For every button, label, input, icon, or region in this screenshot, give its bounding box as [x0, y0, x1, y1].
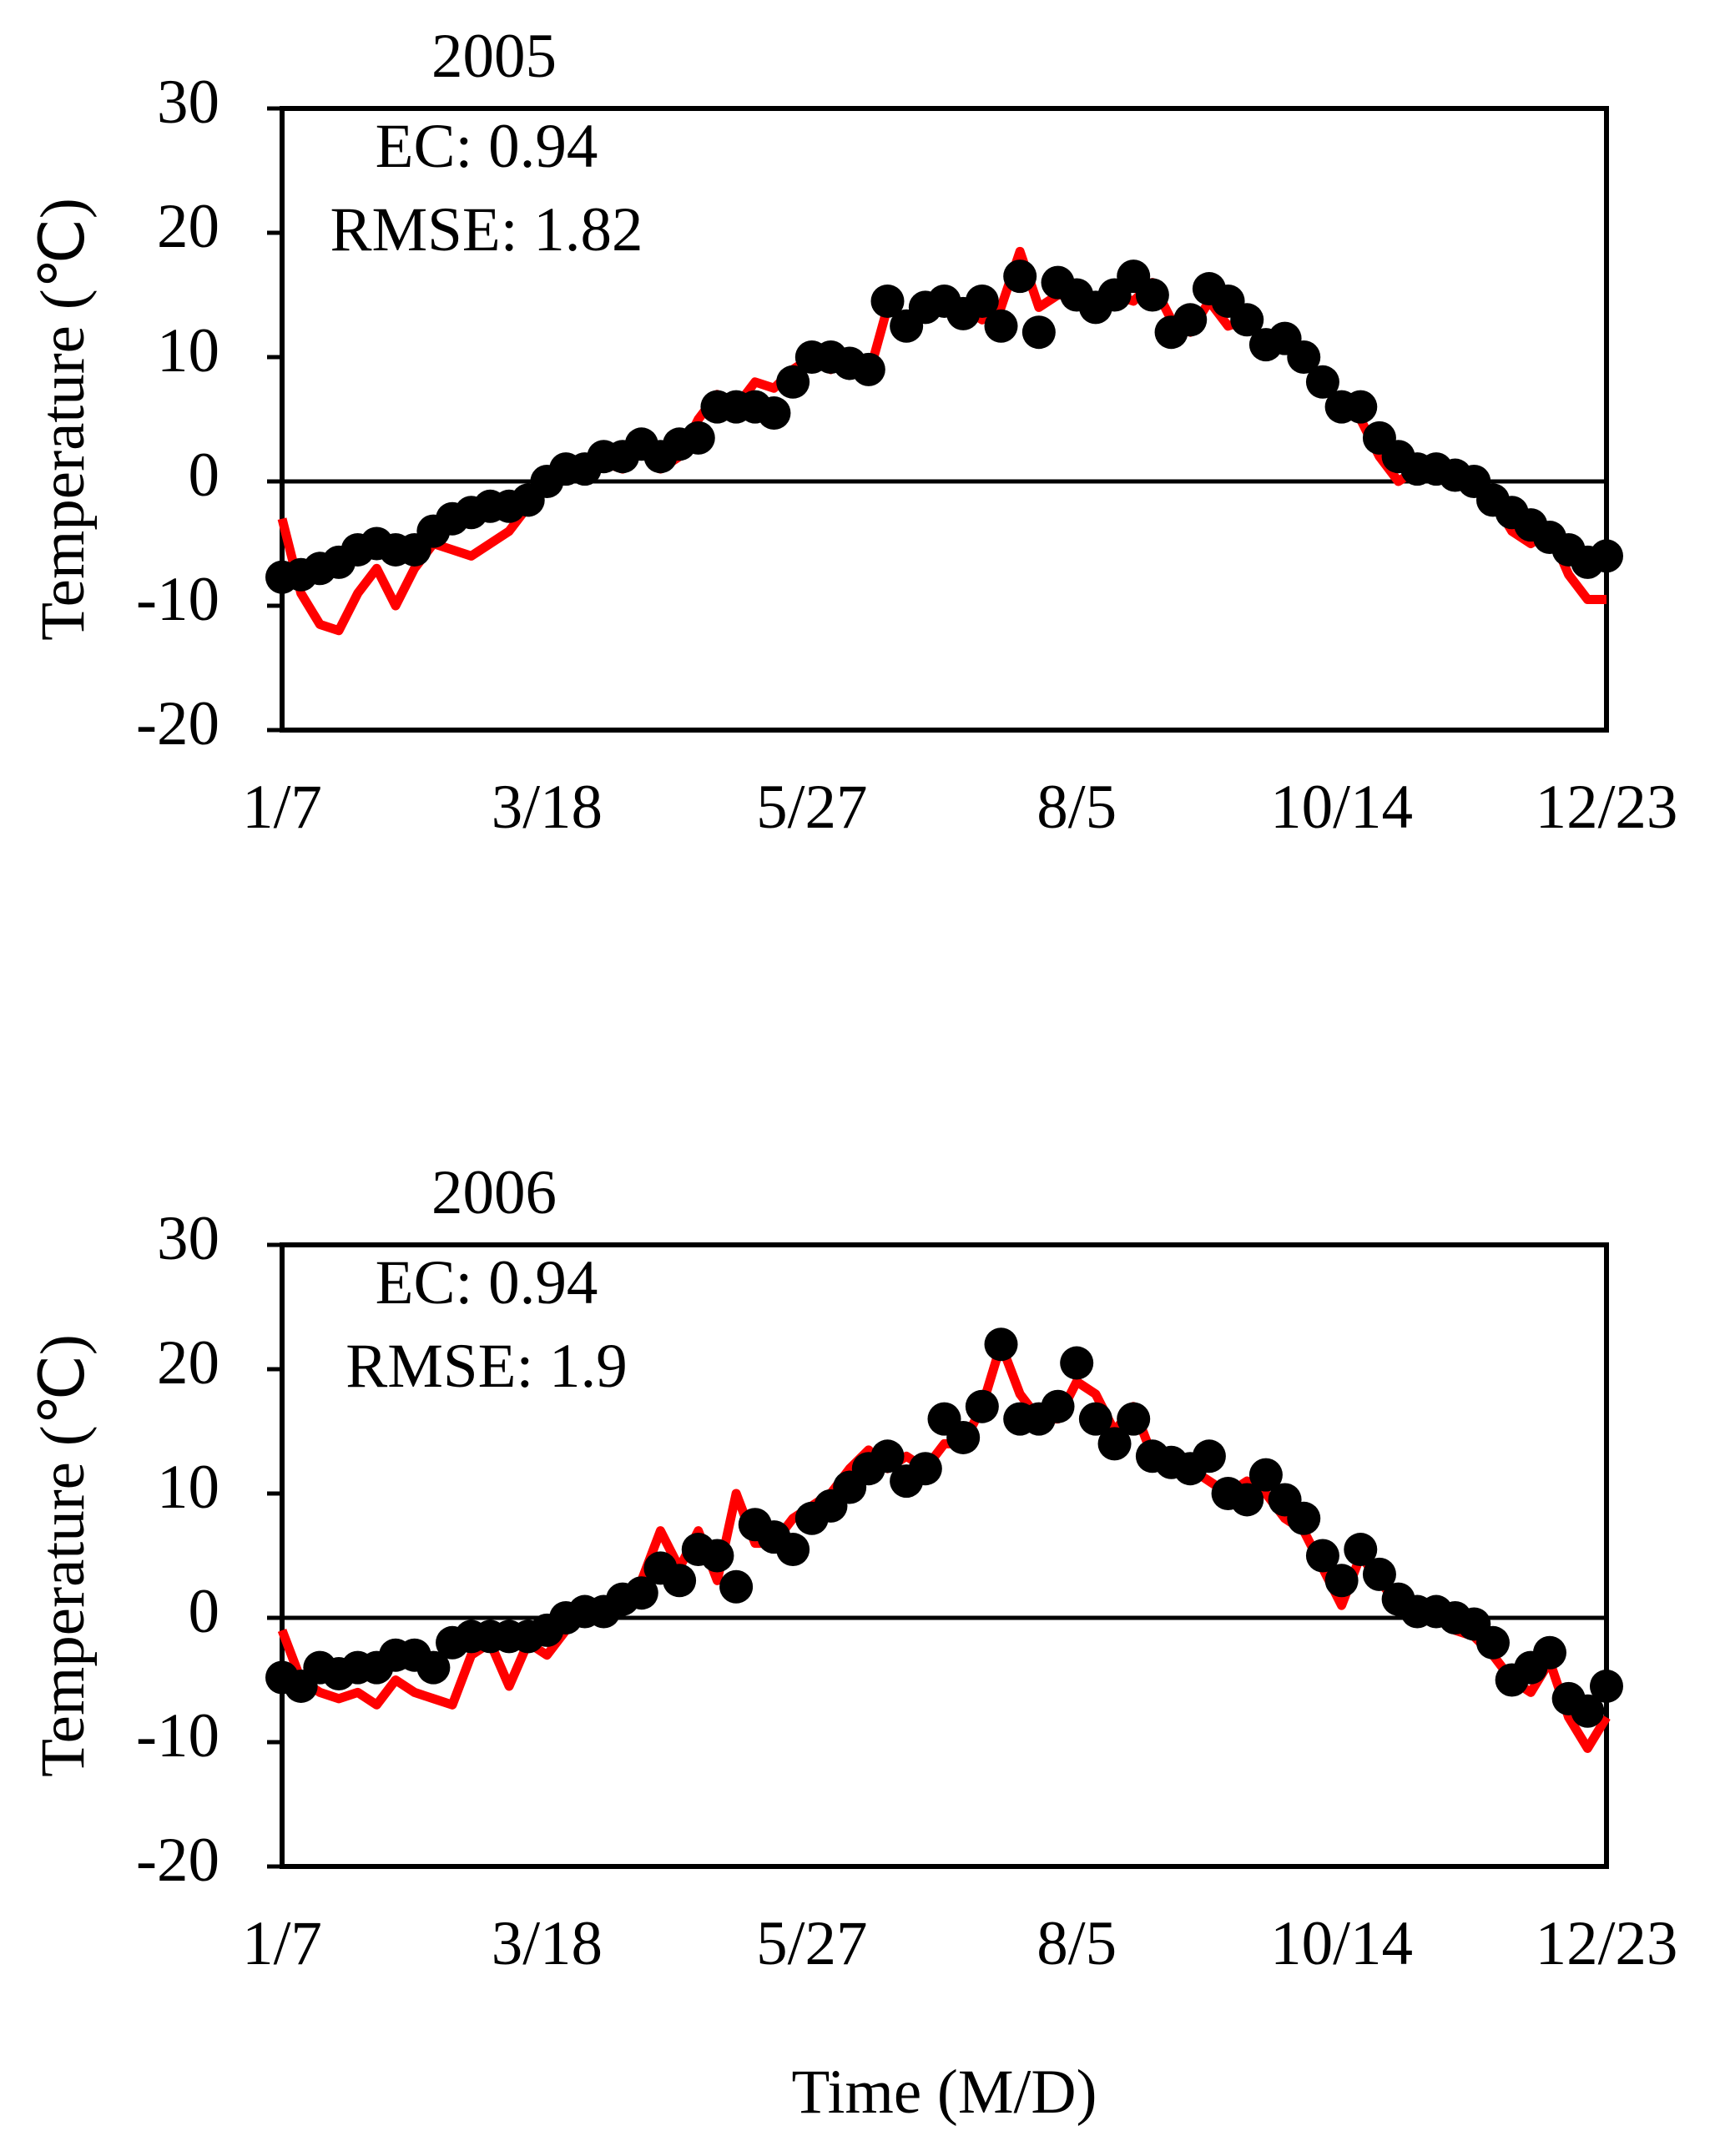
x-tick-label: 8/5 — [1037, 773, 1117, 842]
y-tick-label: -20 — [136, 689, 219, 758]
observed-point — [1230, 1483, 1264, 1517]
observed-point — [681, 421, 715, 455]
observed-point — [870, 284, 905, 318]
observed-point — [1041, 1389, 1075, 1423]
annotation: EC: 0.94 — [376, 1248, 598, 1317]
observed-point — [1305, 365, 1339, 399]
observed-point — [1135, 278, 1169, 312]
observed-point — [984, 1327, 1018, 1362]
x-tick-label: 12/23 — [1536, 1909, 1678, 1978]
observed-point — [719, 1569, 754, 1604]
observed-point — [1097, 1427, 1132, 1461]
x-tick-label: 5/27 — [756, 773, 867, 842]
observed-point — [700, 1539, 734, 1573]
observed-point — [965, 284, 999, 318]
observed-point — [776, 365, 810, 399]
observed-point — [1078, 1402, 1112, 1436]
observed-point — [416, 1650, 451, 1685]
observed-point — [1060, 1346, 1094, 1380]
y-tick-label: 0 — [189, 441, 220, 510]
y-tick-label: 0 — [189, 1577, 220, 1646]
observed-point — [1287, 340, 1321, 374]
observed-point — [1248, 1458, 1283, 1492]
x-tick-label: 12/23 — [1536, 773, 1678, 842]
observed-point — [1532, 1635, 1566, 1670]
observed-point — [1324, 1564, 1359, 1598]
observed-point — [1117, 1402, 1151, 1436]
observed-point — [1362, 1557, 1396, 1591]
x-tick-label: 8/5 — [1037, 1909, 1117, 1978]
observed-point — [1571, 1694, 1605, 1728]
observed-point — [1590, 539, 1623, 573]
observed-point — [1021, 315, 1056, 350]
x-tick-label: 3/18 — [492, 1909, 603, 1978]
x-tick-label: 3/18 — [492, 773, 603, 842]
observed-point — [1230, 303, 1264, 337]
observed-point — [1344, 1533, 1378, 1567]
observed-point — [757, 396, 791, 431]
observed-point — [776, 1533, 810, 1567]
observed-point — [965, 1389, 999, 1423]
x-axis-label: Time (M/D) — [791, 2058, 1097, 2127]
y-tick-label: -10 — [136, 1701, 219, 1771]
observed-point — [984, 309, 1018, 343]
observed-point — [624, 1576, 658, 1610]
y-tick-label: -20 — [136, 1826, 219, 1895]
y-tick-label: 20 — [157, 1328, 219, 1398]
x-tick-label: 10/14 — [1270, 773, 1413, 842]
annotation: RMSE: 1.82 — [330, 195, 643, 264]
y-tick-label: -10 — [136, 565, 219, 634]
plot-frame — [280, 106, 1609, 733]
chart-title: 2005 — [431, 22, 557, 91]
y-axis-label: Temperature (℃) — [28, 1334, 98, 1777]
observed-point — [851, 352, 885, 386]
y-tick-label: 30 — [157, 68, 219, 137]
chart-title: 2006 — [431, 1158, 557, 1227]
plot-frame — [280, 1242, 1609, 1869]
observed-point — [1287, 1501, 1321, 1535]
x-tick-label: 1/7 — [242, 773, 322, 842]
y-tick-label: 20 — [157, 192, 219, 261]
y-tick-label: 10 — [157, 1453, 219, 1522]
observed-point — [870, 1439, 905, 1473]
annotation: EC: 0.94 — [376, 112, 598, 181]
observed-point — [1192, 1439, 1226, 1473]
x-tick-label: 1/7 — [242, 1909, 322, 1978]
observed-point — [1475, 1625, 1510, 1660]
observed-point — [908, 1452, 942, 1486]
y-tick-label: 10 — [157, 316, 219, 385]
y-axis-label: Temperature (℃) — [28, 198, 98, 641]
x-tick-label: 10/14 — [1270, 1909, 1413, 1978]
observed-point — [1590, 1669, 1623, 1703]
observed-point — [1305, 1539, 1339, 1573]
observed-point — [1003, 259, 1037, 294]
observed-point — [1344, 390, 1378, 424]
annotation: RMSE: 1.9 — [346, 1332, 628, 1401]
x-tick-label: 5/27 — [756, 1909, 867, 1978]
observed-point — [663, 1564, 697, 1598]
observed-point — [946, 1420, 981, 1454]
observed-point — [1173, 303, 1208, 337]
y-tick-label: 30 — [157, 1204, 219, 1273]
